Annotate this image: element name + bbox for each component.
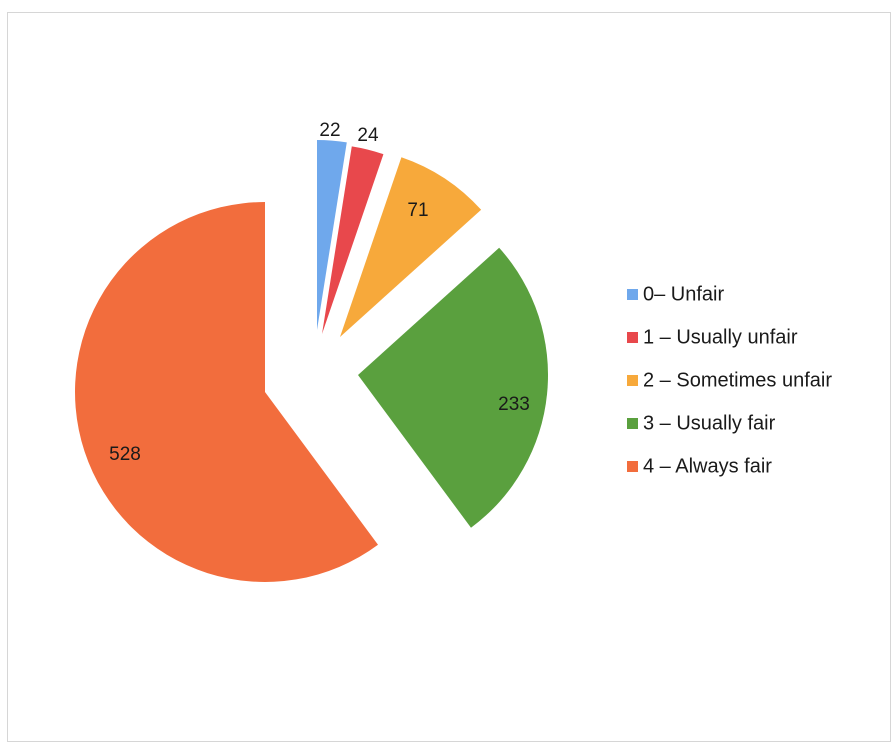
slice-value-label-4: 528 [109,444,141,465]
legend-swatch-0 [627,289,638,300]
pie-slice-2 [340,157,482,337]
legend-label-4: 4 – Always fair [643,455,772,477]
legend-swatch-4 [627,461,638,472]
legend-swatch-3 [627,418,638,429]
legend: 0– Unfair 1 – Usually unfair 2 – Sometimes… [627,283,832,477]
legend-label-1: 1 – Usually unfair [643,326,798,348]
pie-slice-1 [322,146,384,334]
pie-slice-0 [317,140,347,330]
pie-slices [75,140,549,582]
slice-value-label-1: 24 [357,125,379,146]
slice-value-label-2: 71 [407,200,428,221]
legend-swatch-2 [627,375,638,386]
legend-label-2: 2 – Sometimes unfair [643,369,832,391]
legend-label-0: 0– Unfair [643,283,724,305]
pie-slice-3 [358,247,549,528]
pie-slice-4 [75,202,378,582]
legend-swatch-1 [627,332,638,343]
slice-value-label-3: 233 [498,394,530,415]
slice-labels: 22 24 71 233 528 [109,120,530,465]
slice-value-label-0: 22 [319,120,340,141]
legend-label-3: 3 – Usually fair [643,412,776,434]
